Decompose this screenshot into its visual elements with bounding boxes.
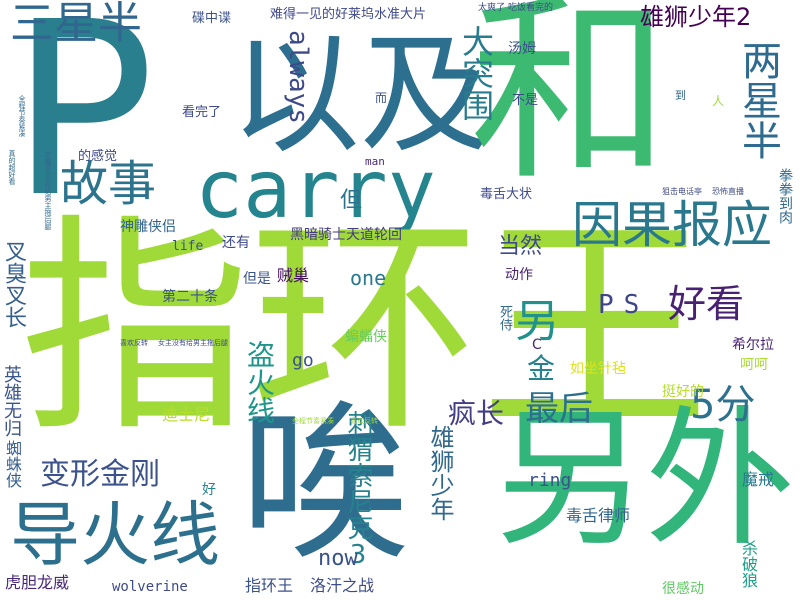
word-luohanzhizhan: 洛汗之战 (310, 576, 375, 595)
word-xierla: 希尔拉 (732, 337, 774, 353)
word-jujidianhuating: 狙击电话亭 (662, 187, 702, 196)
word-quancheng-2: 全程节奏紧凑 (18, 95, 26, 137)
word-er: 而 (375, 91, 388, 105)
word-dan: 但 (340, 188, 363, 213)
word-quanquandaorou: 拳拳到肉 (777, 168, 793, 224)
word-dongzuo: 动作 (505, 267, 533, 283)
word-5fen: 5分 (690, 382, 756, 428)
word-xihuanfanzhuan-1: 喜欢反转 (120, 339, 148, 347)
word-haokan: 好看 (668, 282, 745, 326)
word-datuwei: 大突围 (457, 25, 495, 121)
word-mojie: 魔戒 (742, 470, 775, 489)
word-dangran: 当然 (498, 234, 543, 259)
word-kongbuzhibo: 恐怖直播 (712, 187, 744, 196)
word-yinguobaoying: 因果报应 (572, 196, 772, 254)
word-hudanlongwei: 虎胆龙威 (5, 573, 70, 592)
word-xiongshishaonian: 雄狮少年 (426, 425, 454, 521)
word-hao: 好 (202, 482, 216, 498)
word-danshi: 但是 (243, 271, 271, 287)
word-daohuoxian-vertical: 盗火线 (243, 340, 276, 424)
word-man: man (365, 155, 385, 168)
word-quancheng-1: 全程节奏紧凑 (292, 417, 334, 425)
word-chachou: 叉臭叉长 (1, 240, 26, 328)
word-deganjue: 的感觉 (78, 149, 118, 164)
word-haiyou: 还有 (222, 235, 250, 251)
word-ai: 唉 (240, 386, 411, 584)
word-daohuoxian-large: 导火线 (10, 494, 220, 576)
word-nvzhu-1: 女主没有给男主拖后腿 (158, 339, 228, 347)
word-dushelvshi: 毒舌律师 (566, 506, 631, 525)
word-xiongshi2: 雄狮少年2 (640, 3, 752, 31)
word-nvzhu-2: 女主没有给男主拖后腿 (44, 160, 52, 230)
word-bianfuxia: 蝙蝠侠 (345, 329, 387, 345)
word-xihuanfanzhuan-2: 喜欢反转 (350, 417, 378, 425)
word-diezhongdie: 碟中谍 (192, 11, 232, 26)
word-jin: 金 (527, 352, 556, 385)
word-ps: PS (598, 290, 650, 320)
word-yiji: 以及 (230, 19, 491, 171)
word-p: P (10, 0, 155, 250)
word-yingxiongwugui: 英雄无归 (1, 365, 22, 437)
word-zhizhuxia: 蜘蛛侠 (3, 440, 22, 488)
word-bushi: 不是 (512, 93, 539, 108)
word-always: always (283, 30, 313, 124)
word-tangmu: 汤姆 (508, 41, 536, 57)
word-hengandong: 很感动 (662, 581, 704, 597)
word-chifankanwande: 吃饭看完的 (508, 3, 554, 13)
word-sanxingban: 三星半 (10, 0, 142, 49)
word-zhihuanwang-big: 指环王 (20, 196, 711, 463)
word-c: C (532, 337, 542, 353)
word-heianqishi: 黑暗骑士天道轮回 (290, 227, 402, 243)
word-kanwanle: 看完了 (182, 105, 222, 120)
word-shapolang: 杀破狼 (739, 540, 758, 588)
word-gushi: 故事 (60, 156, 157, 212)
word-carry: carry (195, 143, 436, 236)
word-sishi: 死侍 (497, 305, 512, 331)
word-nandeyijian: 难得一见的好莱坞水准大片 (270, 7, 427, 22)
word-diershitiao: 第二十条 (162, 289, 218, 305)
word-lingwai: 另外 (495, 393, 796, 567)
word-ren: 人 (712, 94, 725, 108)
word-ling: 另 (515, 296, 559, 347)
word-taishuangle-top: 太爽了 (478, 3, 506, 13)
word-zeichao: 贼巢 (277, 266, 310, 285)
word-one: one (350, 266, 387, 290)
word-dao: 到 (675, 89, 686, 102)
word-now: now (318, 546, 358, 571)
word-zhihuanwang-small: 指环王 (245, 576, 294, 595)
word-bianxingjingang: 变形金刚 (40, 457, 160, 492)
word-hehe: 呵呵 (740, 357, 768, 373)
word-ciweisuonike3: 刺猬索尼克3 (343, 410, 373, 570)
word-he: 和 (470, 0, 671, 208)
word-go: go (292, 350, 314, 371)
word-zhendechaohaokan: 真的超好看 (8, 150, 16, 185)
word-ruozuozhenzhan: 如坐针毡 (570, 361, 626, 377)
word-life: life (172, 239, 204, 254)
word-taishuangle-side: 太爽了 (44, 150, 52, 171)
word-zuihou: 最后 (525, 389, 593, 429)
word-wolverine: wolverine (112, 579, 188, 595)
word-shendiaoxialv: 神雕侠侣 (120, 219, 176, 235)
word-dushedazhuang: 毒舌大状 (480, 187, 533, 202)
word-dishini: 迪士尼 (162, 405, 211, 424)
word-tinghaode: 挺好的 (662, 384, 704, 400)
word-liangxingban: 两星半 (735, 40, 781, 160)
word-ring: ring (528, 470, 572, 491)
word-fengzhang: 疯长 (448, 397, 505, 430)
